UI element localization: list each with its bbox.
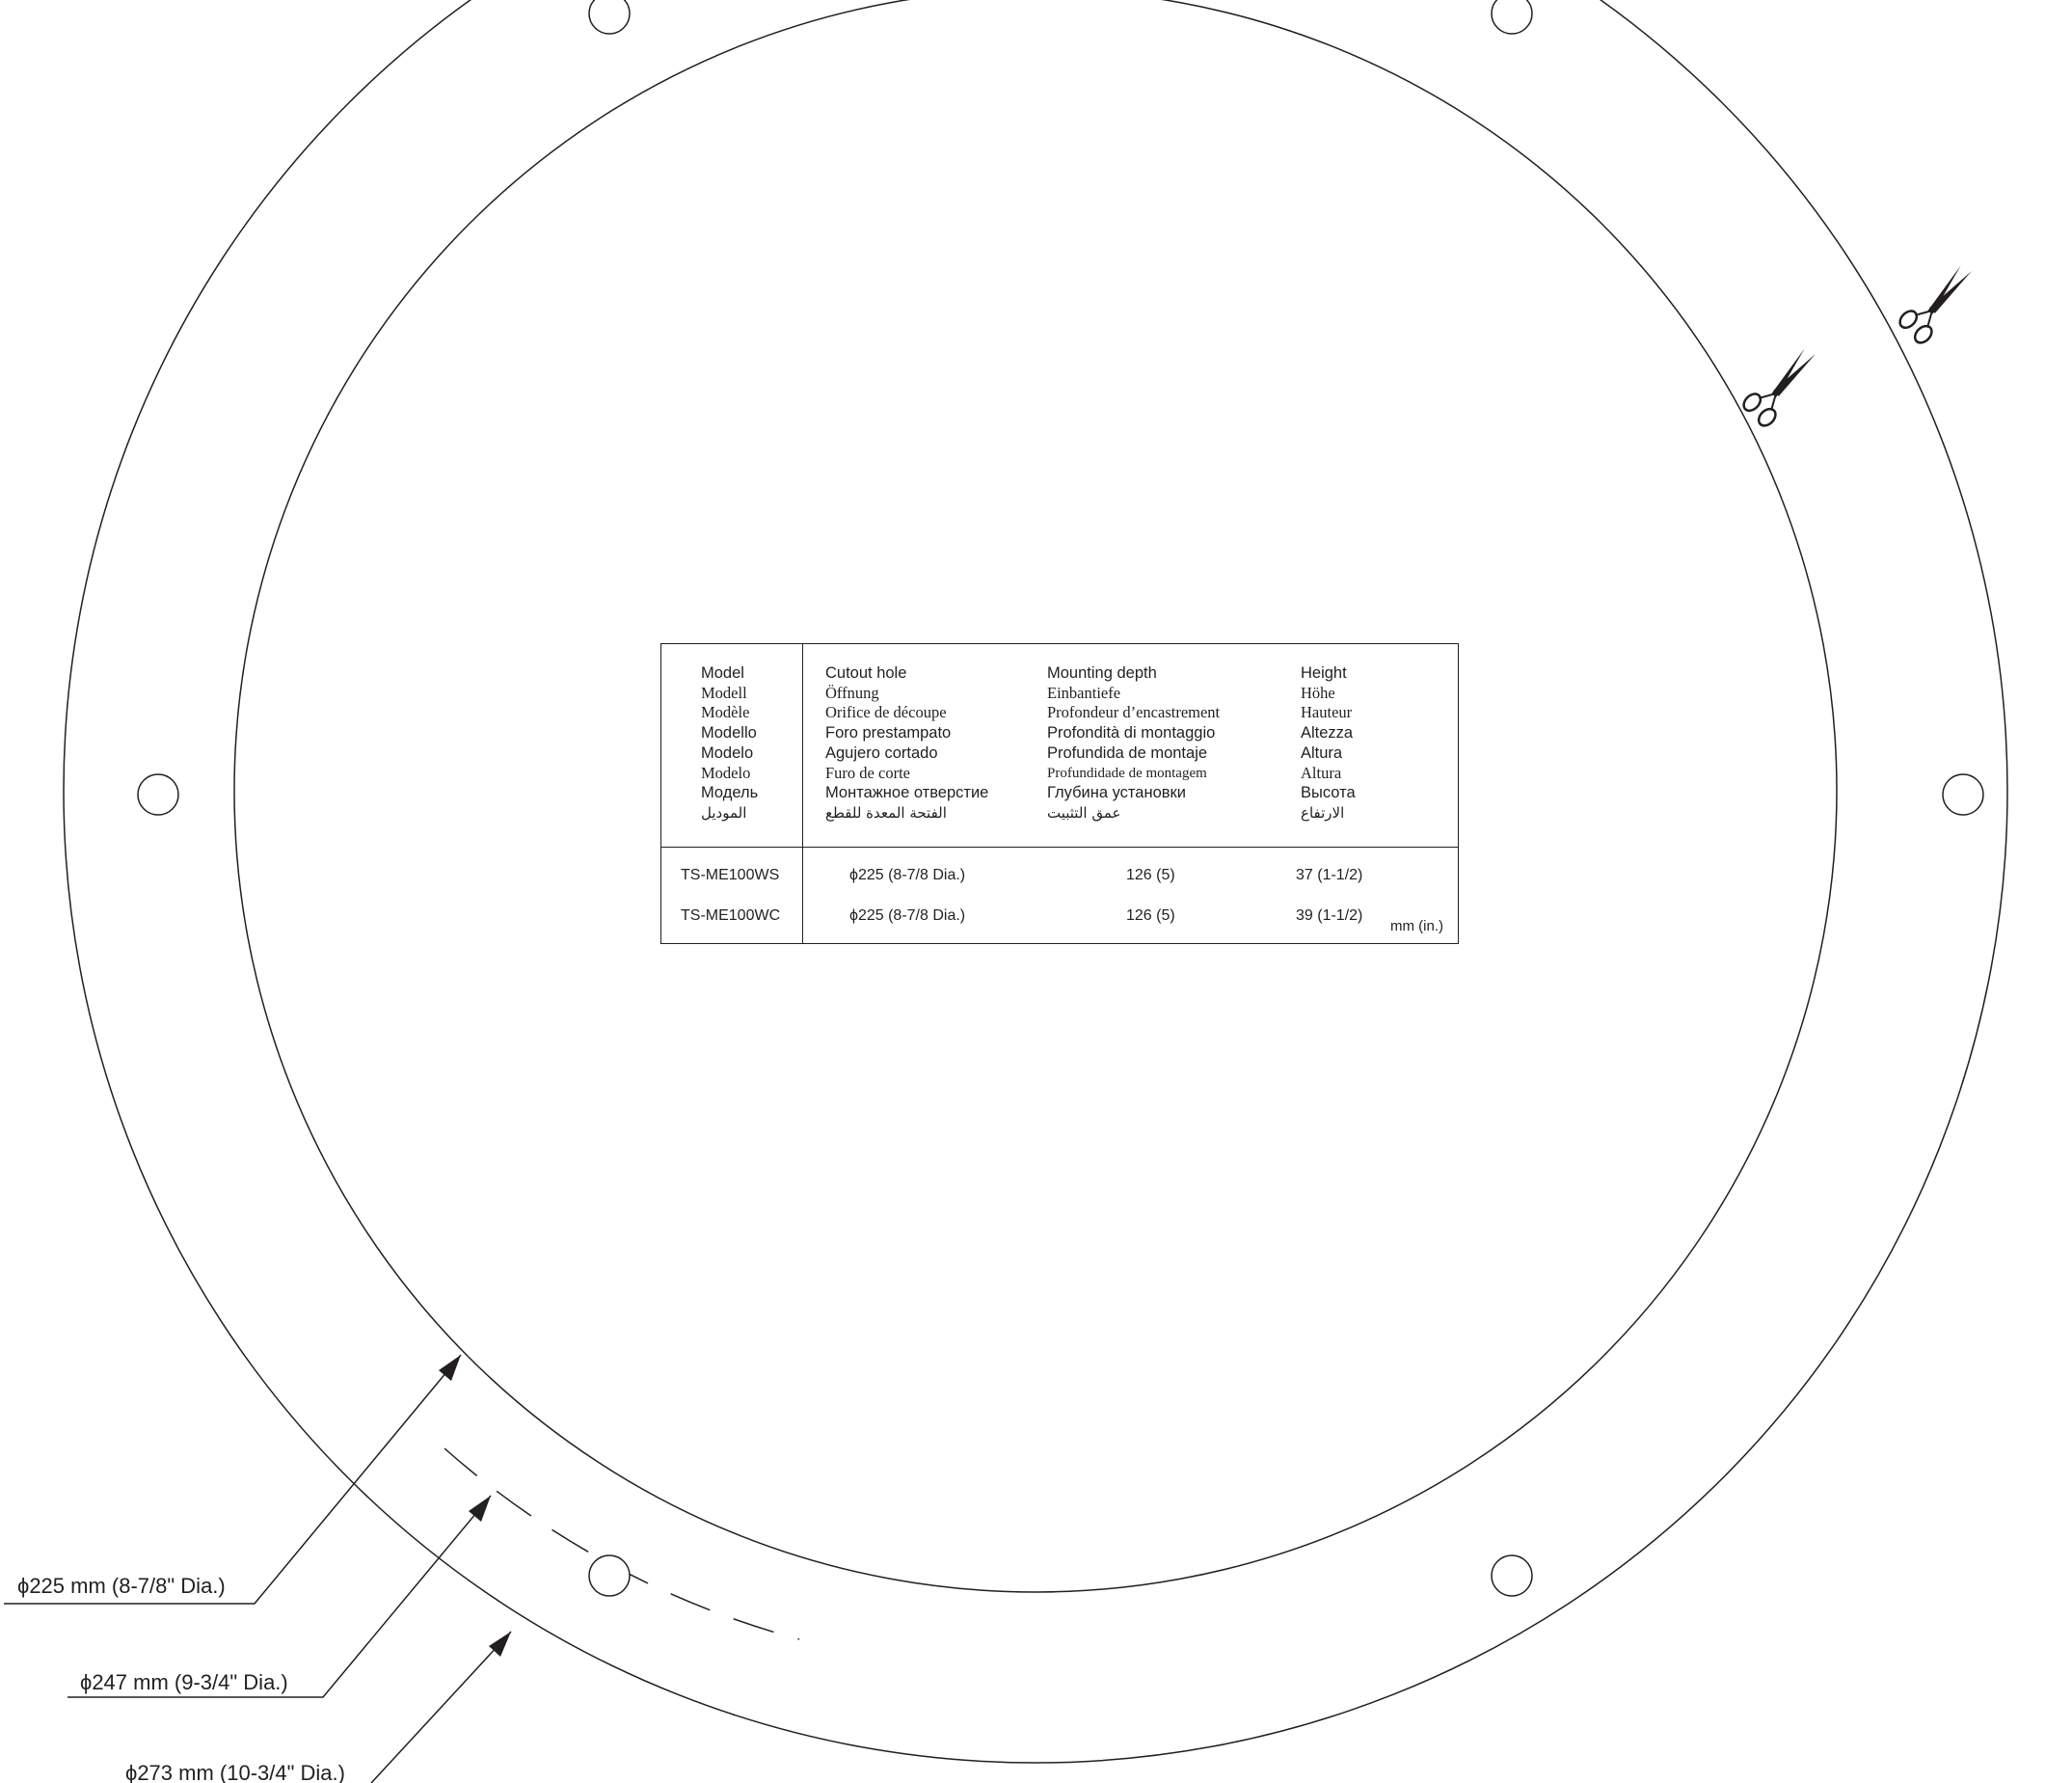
header-model-it: Modello: [701, 724, 757, 743]
header-cutout-ru: Монтажное отверстие: [825, 784, 989, 802]
screw-hole: [588, 1554, 631, 1597]
label-d247: ϕ247 mm (9-3/4" Dia.): [80, 1670, 288, 1694]
header-depth-de: Einbantiefe: [1047, 683, 1121, 702]
header-height-en: Height: [1301, 664, 1347, 682]
header-height-pt: Altura: [1301, 763, 1342, 782]
header-depth-ar: عمق التثبيت: [1047, 803, 1121, 822]
label-d273: ϕ273 mm (10-3/4" Dia.): [125, 1761, 345, 1783]
header-model: Model Modell Modèle Modello Modelo Model…: [701, 663, 758, 824]
header-depth-fr: Profondeur d’encastrement: [1047, 703, 1221, 722]
row1-depth: 126 (5): [1126, 867, 1175, 883]
header-cutout-fr: Orifice de découpe: [825, 703, 947, 722]
header-height: Height Höhe Hauteur Altezza Altura Altur…: [1301, 663, 1356, 824]
screw-hole: [1491, 0, 1533, 35]
header-cutout-de: Öffnung: [825, 683, 879, 702]
screw-hole: [588, 0, 631, 35]
outer-circle-273: [63, 0, 2008, 1764]
header-height-it: Altezza: [1301, 724, 1354, 743]
scissors-icon: [1742, 348, 1816, 427]
cutout-circle-225: [233, 0, 1838, 1593]
leader-247: ϕ247 mm (9-3/4" Dia.): [67, 1495, 492, 1698]
header-model-en: Model: [701, 664, 744, 682]
label-d225: ϕ225 mm (8-7/8" Dia.): [17, 1574, 226, 1598]
row1-model: TS-ME100WS: [681, 867, 780, 883]
scissors-icon: [1898, 265, 1973, 344]
header-depth: Mounting depth Einbantiefe Profondeur d’…: [1047, 663, 1220, 824]
header-model-pt: Modelo: [701, 763, 751, 782]
header-model-ar: الموديل: [701, 803, 747, 822]
row2-cutout: ϕ225 (8-7/8 Dia.): [849, 907, 966, 924]
unit-label: mm (in.): [1390, 918, 1443, 934]
leader-225: ϕ225 mm (8-7/8" Dia.): [4, 1354, 462, 1605]
header-cutout-ar: الفتحة المعدة للقطع: [825, 803, 947, 822]
header-cutout-en: Cutout hole: [825, 664, 907, 682]
header-height-ar: الارتفاع: [1301, 803, 1345, 822]
header-cutout-es: Agujero cortado: [825, 743, 938, 762]
header-depth-en: Mounting depth: [1047, 664, 1157, 682]
header-height-es: Altura: [1301, 743, 1343, 762]
screw-hole: [1491, 1554, 1533, 1597]
header-cutout-it: Foro prestampato: [825, 724, 952, 743]
row2-depth: 126 (5): [1126, 907, 1175, 924]
header-depth-it: Profondità di montaggio: [1047, 724, 1216, 743]
header-model-de: Modell: [701, 683, 747, 702]
screw-hole: [1942, 773, 1984, 816]
header-model-ru: Модель: [701, 784, 759, 802]
header-height-fr: Hauteur: [1301, 703, 1353, 722]
header-depth-es: Profundida de montaje: [1047, 743, 1208, 762]
screw-hole: [137, 773, 179, 816]
header-cutout: Cutout hole Öffnung Orifice de découpe F…: [825, 663, 988, 824]
row1-height: 37 (1-1/2): [1296, 867, 1363, 883]
header-depth-ru: Глубина установки: [1047, 784, 1186, 802]
leader-273: ϕ273 mm (10-3/4" Dia.): [125, 1631, 512, 1783]
header-cutout-pt: Furo de corte: [825, 763, 910, 782]
header-depth-pt: Profundidade de montagem: [1047, 765, 1207, 781]
row-divider: [661, 847, 1458, 848]
row2-height: 39 (1-1/2): [1296, 907, 1363, 924]
row1-cutout: ϕ225 (8-7/8 Dia.): [849, 867, 966, 883]
header-model-es: Modelo: [701, 743, 754, 762]
header-height-ru: Высота: [1301, 784, 1356, 802]
header-model-fr: Modèle: [701, 703, 750, 722]
row2-model: TS-ME100WC: [681, 907, 781, 924]
header-height-de: Höhe: [1301, 683, 1335, 702]
column-divider: [802, 644, 803, 943]
spec-table: Model Modell Modèle Modello Modelo Model…: [660, 643, 1459, 944]
